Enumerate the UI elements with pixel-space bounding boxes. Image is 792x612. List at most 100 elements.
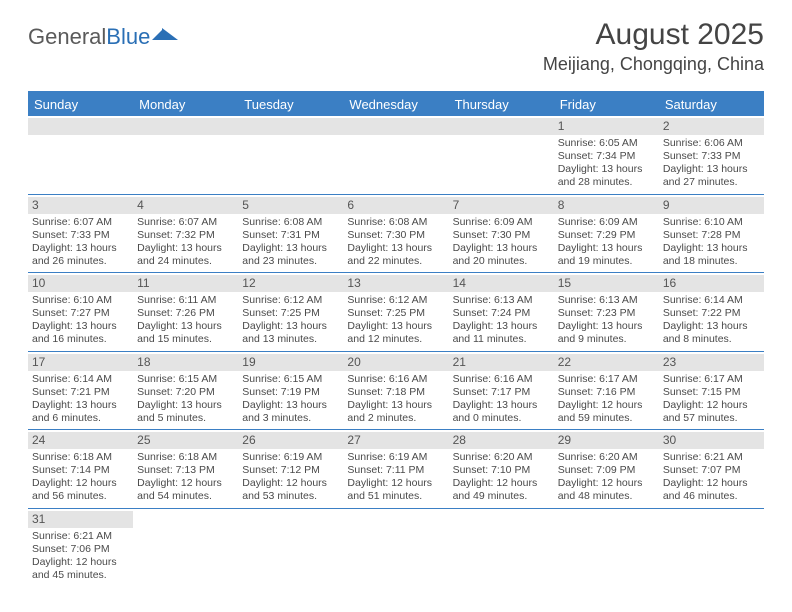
sunset-text: Sunset: 7:27 PM: [32, 307, 129, 320]
day-cell: 20Sunrise: 6:16 AMSunset: 7:18 PMDayligh…: [343, 352, 448, 430]
day-cell: 2Sunrise: 6:06 AMSunset: 7:33 PMDaylight…: [659, 116, 764, 194]
weekday-header: Monday: [133, 93, 238, 116]
daylight-text: Daylight: 13 hours and 27 minutes.: [663, 163, 760, 189]
brand-text: GeneralBlue: [28, 24, 150, 50]
weekday-header: Sunday: [28, 93, 133, 116]
daylight-text: Daylight: 13 hours and 11 minutes.: [453, 320, 550, 346]
day-number: 8: [554, 197, 659, 214]
day-number: 14: [449, 275, 554, 292]
sunset-text: Sunset: 7:20 PM: [137, 386, 234, 399]
day-number: 2: [659, 118, 764, 135]
day-cell-empty: [343, 509, 448, 587]
weekday-header: Tuesday: [238, 93, 343, 116]
day-cell: 14Sunrise: 6:13 AMSunset: 7:24 PMDayligh…: [449, 273, 554, 351]
weekday-header: Friday: [554, 93, 659, 116]
sunset-text: Sunset: 7:06 PM: [32, 543, 129, 556]
weekday-header: Wednesday: [343, 93, 448, 116]
day-cell-empty: [238, 116, 343, 194]
sunset-text: Sunset: 7:30 PM: [347, 229, 444, 242]
sunset-text: Sunset: 7:22 PM: [663, 307, 760, 320]
daylight-text: Daylight: 13 hours and 9 minutes.: [558, 320, 655, 346]
daylight-text: Daylight: 13 hours and 8 minutes.: [663, 320, 760, 346]
day-cell: 3Sunrise: 6:07 AMSunset: 7:33 PMDaylight…: [28, 195, 133, 273]
day-number: 30: [659, 432, 764, 449]
day-cell-empty: [449, 509, 554, 587]
day-cell: 6Sunrise: 6:08 AMSunset: 7:30 PMDaylight…: [343, 195, 448, 273]
daylight-text: Daylight: 12 hours and 51 minutes.: [347, 477, 444, 503]
sunrise-text: Sunrise: 6:12 AM: [347, 294, 444, 307]
sunset-text: Sunset: 7:07 PM: [663, 464, 760, 477]
sunrise-text: Sunrise: 6:10 AM: [663, 216, 760, 229]
week-row: 10Sunrise: 6:10 AMSunset: 7:27 PMDayligh…: [28, 273, 764, 352]
daylight-text: Daylight: 13 hours and 22 minutes.: [347, 242, 444, 268]
sunset-text: Sunset: 7:19 PM: [242, 386, 339, 399]
sunset-text: Sunset: 7:32 PM: [137, 229, 234, 242]
day-number: 20: [343, 354, 448, 371]
weekday-header-row: SundayMondayTuesdayWednesdayThursdayFrid…: [28, 93, 764, 116]
day-number: 7: [449, 197, 554, 214]
day-number: 5: [238, 197, 343, 214]
daylight-text: Daylight: 13 hours and 3 minutes.: [242, 399, 339, 425]
day-number: 13: [343, 275, 448, 292]
day-cell: 29Sunrise: 6:20 AMSunset: 7:09 PMDayligh…: [554, 430, 659, 508]
daylight-text: Daylight: 13 hours and 0 minutes.: [453, 399, 550, 425]
sunrise-text: Sunrise: 6:10 AM: [32, 294, 129, 307]
day-cell: 16Sunrise: 6:14 AMSunset: 7:22 PMDayligh…: [659, 273, 764, 351]
sunrise-text: Sunrise: 6:14 AM: [663, 294, 760, 307]
daylight-text: Daylight: 12 hours and 59 minutes.: [558, 399, 655, 425]
day-number: 4: [133, 197, 238, 214]
sunset-text: Sunset: 7:33 PM: [32, 229, 129, 242]
brand-part1: General: [28, 24, 106, 49]
sunset-text: Sunset: 7:28 PM: [663, 229, 760, 242]
sunrise-text: Sunrise: 6:13 AM: [558, 294, 655, 307]
daylight-text: Daylight: 12 hours and 54 minutes.: [137, 477, 234, 503]
day-cell-empty: [659, 509, 764, 587]
day-cell: 25Sunrise: 6:18 AMSunset: 7:13 PMDayligh…: [133, 430, 238, 508]
day-number: 18: [133, 354, 238, 371]
daylight-text: Daylight: 13 hours and 13 minutes.: [242, 320, 339, 346]
title-block: August 2025 Meijiang, Chongqing, China: [543, 18, 764, 75]
sunrise-text: Sunrise: 6:17 AM: [663, 373, 760, 386]
month-title: August 2025: [543, 18, 764, 52]
day-cell-empty: [238, 509, 343, 587]
calendar: SundayMondayTuesdayWednesdayThursdayFrid…: [28, 91, 764, 586]
daylight-text: Daylight: 13 hours and 26 minutes.: [32, 242, 129, 268]
sunset-text: Sunset: 7:31 PM: [242, 229, 339, 242]
day-number-empty: [449, 118, 554, 135]
day-number: 31: [28, 511, 133, 528]
day-number: 29: [554, 432, 659, 449]
day-number: 25: [133, 432, 238, 449]
sunset-text: Sunset: 7:26 PM: [137, 307, 234, 320]
sunrise-text: Sunrise: 6:13 AM: [453, 294, 550, 307]
sunrise-text: Sunrise: 6:11 AM: [137, 294, 234, 307]
day-number: 21: [449, 354, 554, 371]
daylight-text: Daylight: 12 hours and 46 minutes.: [663, 477, 760, 503]
day-cell: 23Sunrise: 6:17 AMSunset: 7:15 PMDayligh…: [659, 352, 764, 430]
daylight-text: Daylight: 13 hours and 6 minutes.: [32, 399, 129, 425]
daylight-text: Daylight: 13 hours and 24 minutes.: [137, 242, 234, 268]
daylight-text: Daylight: 13 hours and 19 minutes.: [558, 242, 655, 268]
day-number-empty: [133, 118, 238, 135]
daylight-text: Daylight: 12 hours and 49 minutes.: [453, 477, 550, 503]
sunrise-text: Sunrise: 6:09 AM: [558, 216, 655, 229]
sunrise-text: Sunrise: 6:21 AM: [663, 451, 760, 464]
week-row: 1Sunrise: 6:05 AMSunset: 7:34 PMDaylight…: [28, 116, 764, 195]
sunrise-text: Sunrise: 6:15 AM: [137, 373, 234, 386]
sunrise-text: Sunrise: 6:19 AM: [242, 451, 339, 464]
sunset-text: Sunset: 7:11 PM: [347, 464, 444, 477]
daylight-text: Daylight: 13 hours and 15 minutes.: [137, 320, 234, 346]
day-cell: 28Sunrise: 6:20 AMSunset: 7:10 PMDayligh…: [449, 430, 554, 508]
day-cell: 22Sunrise: 6:17 AMSunset: 7:16 PMDayligh…: [554, 352, 659, 430]
day-number: 19: [238, 354, 343, 371]
daylight-text: Daylight: 13 hours and 12 minutes.: [347, 320, 444, 346]
day-cell: 15Sunrise: 6:13 AMSunset: 7:23 PMDayligh…: [554, 273, 659, 351]
day-cell: 18Sunrise: 6:15 AMSunset: 7:20 PMDayligh…: [133, 352, 238, 430]
daylight-text: Daylight: 13 hours and 2 minutes.: [347, 399, 444, 425]
weekday-header: Saturday: [659, 93, 764, 116]
day-number: 9: [659, 197, 764, 214]
sunset-text: Sunset: 7:10 PM: [453, 464, 550, 477]
sunrise-text: Sunrise: 6:16 AM: [347, 373, 444, 386]
daylight-text: Daylight: 13 hours and 18 minutes.: [663, 242, 760, 268]
daylight-text: Daylight: 13 hours and 28 minutes.: [558, 163, 655, 189]
sunrise-text: Sunrise: 6:08 AM: [242, 216, 339, 229]
